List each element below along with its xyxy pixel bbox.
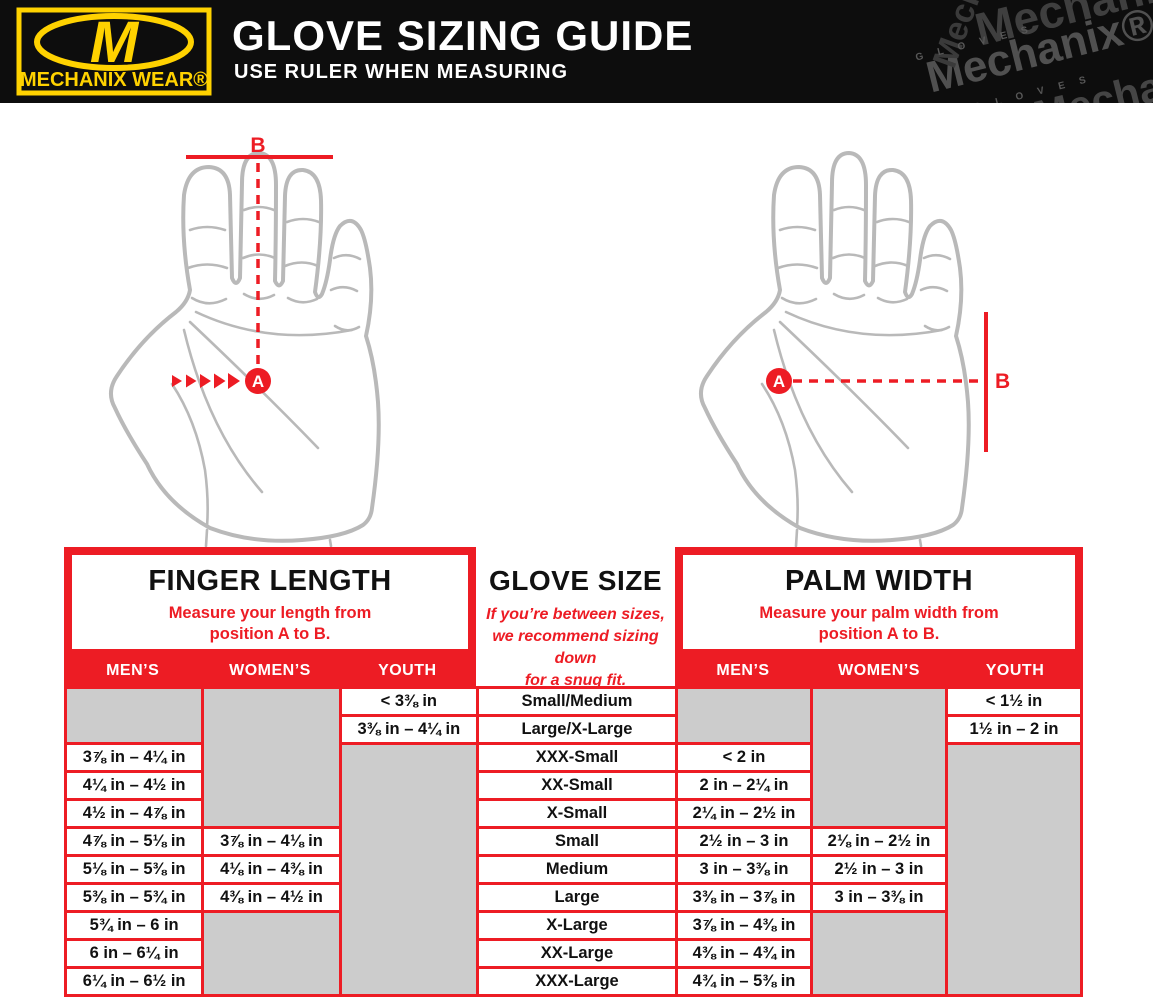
label-b: B	[250, 134, 265, 157]
size-cell: 4½ in – 4⅞ in	[67, 801, 202, 826]
size-cell: Large	[479, 885, 675, 910]
palm-width-hand-diagram: A B	[699, 151, 1010, 548]
palm-width-title-card: PALM WIDTH Measure your palm width from …	[683, 555, 1075, 649]
section-title: GLOVE SIZE	[488, 565, 663, 596]
column-header-youth: YOUTH	[378, 662, 437, 679]
arrow-chevrons	[172, 373, 240, 389]
size-cell: 3⅞ in – 4⅜ in	[678, 913, 810, 938]
size-cell: < 3⅜ in	[341, 689, 476, 714]
empty-cell	[948, 745, 1080, 994]
section-instruction: we recommend sizing down	[492, 628, 659, 667]
section-instruction: position A to B.	[209, 625, 331, 643]
size-cell: 3⅞ in – 4⅛ in	[204, 829, 339, 854]
size-cell: Small/Medium	[479, 689, 675, 714]
size-cell: XXX-Large	[479, 969, 675, 994]
size-cell: 5¾ in – 6 in	[67, 913, 202, 938]
finger-length-hand-diagram: B A	[109, 134, 381, 548]
point-a-marker	[766, 368, 792, 394]
section-title: PALM WIDTH	[784, 565, 974, 597]
size-cell: XX-Small	[479, 773, 675, 798]
size-cell: 3 in – 3⅜ in	[678, 857, 810, 882]
empty-cell	[67, 689, 202, 742]
size-cell: 4⅜ in – 4¾ in	[678, 941, 810, 966]
point-a-marker	[245, 368, 271, 394]
section-instruction: Measure your palm width from	[759, 604, 999, 622]
page-title: GLOVE SIZING GUIDE	[232, 12, 694, 59]
empty-cell	[341, 745, 476, 994]
size-cell: Medium	[479, 857, 675, 882]
size-grid: 3⅞ in – 4¼ in 4¼ in – 4½ in 4½ in – 4⅞ in 4…	[64, 686, 1083, 997]
section-title: FINGER LENGTH	[148, 565, 392, 597]
section-instruction: Measure your length from	[168, 604, 372, 622]
logo-ellipse	[34, 13, 194, 71]
size-cell: 2⅛ in – 2½ in	[813, 829, 945, 854]
size-cell: 5⅜ in – 5¾ in	[67, 885, 202, 910]
section-instruction: position A to B.	[818, 625, 940, 643]
hand-outline	[109, 151, 381, 548]
logo-monogram-m: M	[90, 10, 140, 75]
size-cell: 1½ in – 2 in	[948, 717, 1080, 742]
size-cell: 3⅜ in – 4¼ in	[341, 717, 476, 742]
mechanix-wear-logo: M MECHANIX WEAR®	[16, 7, 212, 96]
empty-cell	[204, 913, 339, 994]
size-cell: 5⅛ in – 5⅜ in	[67, 857, 202, 882]
palm-width-column-headers: MEN’S WOMEN’S YOUTH	[675, 657, 1083, 686]
size-cell: 4⅞ in – 5⅛ in	[67, 829, 202, 854]
hand-creases	[182, 205, 362, 494]
empty-cell	[678, 689, 810, 742]
page-subtitle: USE RULER WHEN MEASURING	[234, 61, 569, 83]
size-cell: 4¾ in – 5⅜ in	[678, 969, 810, 994]
section-instruction: for a snug fit.	[524, 672, 627, 689]
size-cell: < 1½ in	[948, 689, 1080, 714]
palm-width-section-header: PALM WIDTH Measure your palm width from …	[675, 547, 1083, 686]
label-b: B	[995, 370, 1010, 393]
size-cell: 3⅜ in – 3⅞ in	[678, 885, 810, 910]
empty-cell	[813, 913, 945, 994]
size-cell: 3⅞ in – 4¼ in	[67, 745, 202, 770]
glove-size-section-header: GLOVE SIZE If you’re between sizes, we r…	[476, 547, 675, 689]
finger-length-section-header: FINGER LENGTH Measure your length from p…	[64, 547, 476, 686]
size-cell: Small	[479, 829, 675, 854]
size-cell: XXX-Small	[479, 745, 675, 770]
size-cell: XX-Large	[479, 941, 675, 966]
label-a: A	[773, 372, 785, 391]
finger-length-title-card: FINGER LENGTH Measure your length from p…	[72, 555, 468, 649]
size-cell: 3 in – 3⅜ in	[813, 885, 945, 910]
column-header-mens: MEN’S	[716, 662, 770, 679]
size-cell: X-Large	[479, 913, 675, 938]
label-a: A	[252, 372, 264, 391]
size-cell: 2¼ in – 2½ in	[678, 801, 810, 826]
size-cell: 2½ in – 3 in	[813, 857, 945, 882]
size-cell: 6 in – 6¼ in	[67, 941, 202, 966]
size-cell: 2 in – 2¼ in	[678, 773, 810, 798]
hand-outline	[699, 151, 971, 548]
column-header-womens: WOMEN’S	[838, 662, 920, 679]
size-cell: 6¼ in – 6½ in	[67, 969, 202, 994]
column-header-youth: YOUTH	[985, 662, 1045, 679]
column-header-mens: MEN’S	[106, 662, 160, 679]
size-cell: Large/X-Large	[479, 717, 675, 742]
logo-wordmark: MECHANIX WEAR®	[20, 69, 208, 91]
size-cell: 2½ in – 3 in	[678, 829, 810, 854]
finger-length-measurement: B A	[172, 134, 333, 394]
finger-length-column-headers: MEN’S WOMEN’S YOUTH	[64, 657, 476, 686]
top-banner: Mechanix Mechanix® Mechanix Mechanix G L…	[0, 0, 1153, 103]
column-header-womens: WOMEN’S	[229, 662, 311, 679]
size-cell: < 2 in	[678, 745, 810, 770]
size-cell: 4⅜ in – 4½ in	[204, 885, 339, 910]
palm-width-measurement: A B	[766, 312, 1010, 452]
size-cell: 4¼ in – 4½ in	[67, 773, 202, 798]
empty-cell	[813, 689, 945, 826]
logo-border	[16, 7, 212, 96]
empty-cell	[204, 689, 339, 826]
section-instruction: If you’re between sizes,	[486, 606, 665, 623]
size-cell: 4⅛ in – 4⅜ in	[204, 857, 339, 882]
size-cell: X-Small	[479, 801, 675, 826]
